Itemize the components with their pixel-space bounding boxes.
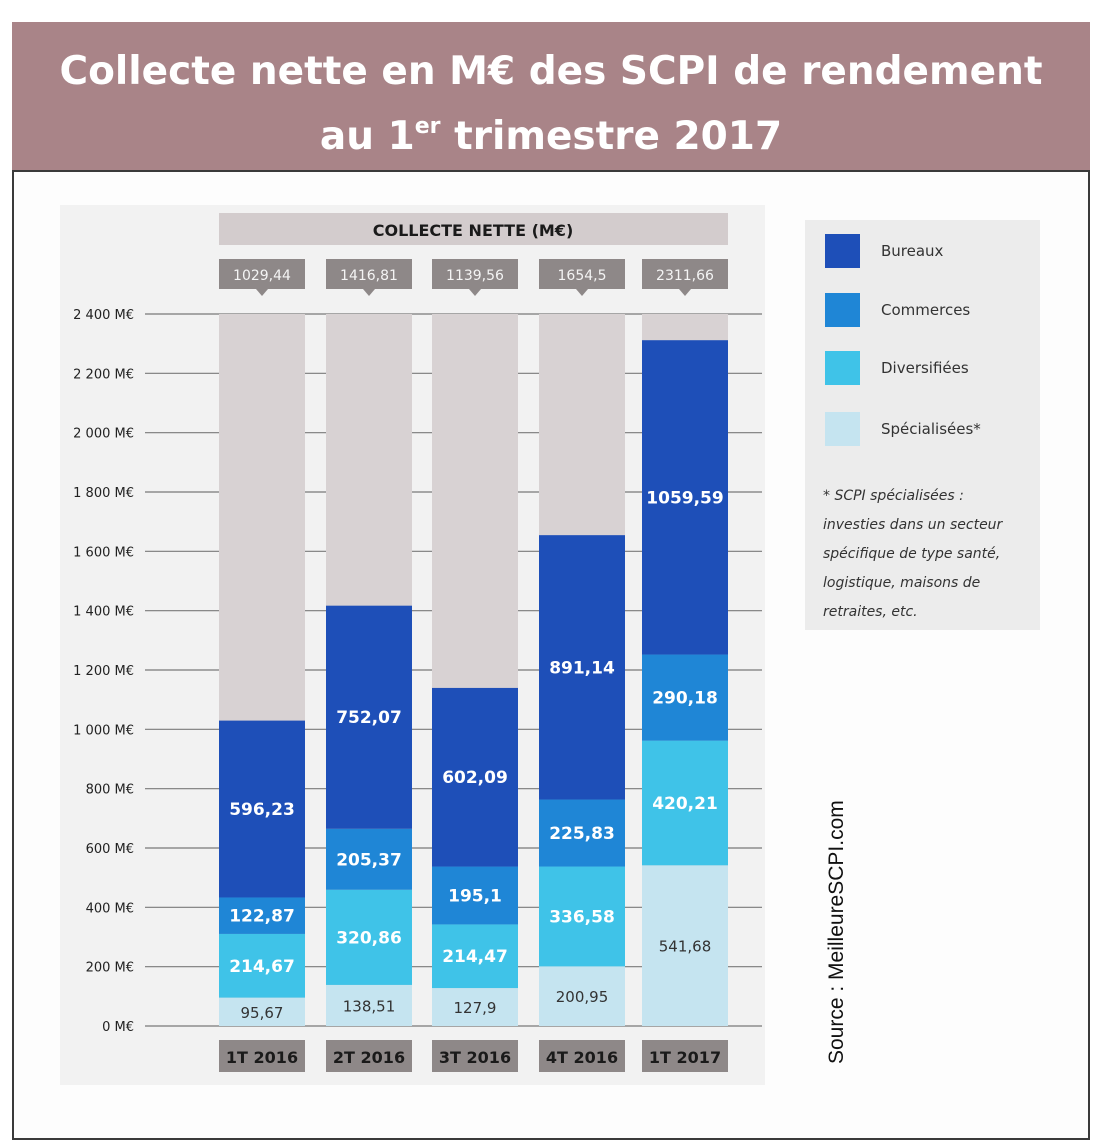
total-box-pointer <box>256 289 268 296</box>
y-tick-label: 0 M€ <box>102 1020 134 1035</box>
total-box <box>326 259 412 289</box>
y-tick-label: 800 M€ <box>86 783 134 798</box>
data-label-diversifiees: 214,47 <box>442 947 508 967</box>
x-tick-label: 1T 2016 <box>226 1048 298 1067</box>
total-box <box>539 259 625 289</box>
total-label: 1139,56 <box>446 268 504 284</box>
data-label-bureaux: 752,07 <box>336 708 402 728</box>
legend-swatch-bureaux <box>825 234 860 268</box>
chart-header-title: COLLECTE NETTE (M€) <box>373 221 574 240</box>
bar-segment-commerces <box>432 866 518 925</box>
total-label: 1029,44 <box>233 268 291 284</box>
bar-segment-specialisees <box>219 997 305 1026</box>
legend-label-commerces: Commerces <box>881 301 971 319</box>
y-tick-label: 2 000 M€ <box>73 427 134 442</box>
bar-segment-diversifiees <box>432 924 518 989</box>
chart-title-banner: Collecte nette en M€ des SCPI de rendeme… <box>12 22 1090 172</box>
data-label-diversifiees: 336,58 <box>549 907 615 927</box>
bar-segment-bureaux <box>539 535 625 800</box>
y-tick-label: 1 600 M€ <box>73 545 134 560</box>
total-box-pointer <box>469 289 481 296</box>
bar-segment-specialisees <box>432 988 518 1026</box>
bar-segment-diversifiees <box>326 889 412 985</box>
y-tick-label: 200 M€ <box>86 961 134 976</box>
data-label-diversifiees: 214,67 <box>229 957 295 977</box>
y-tick-label: 1 000 M€ <box>73 723 134 738</box>
data-label-bureaux: 1059,59 <box>646 488 723 508</box>
legend-swatch-specialisees <box>825 412 860 446</box>
legend-swatch-commerces <box>825 293 860 327</box>
y-tick-label: 2 400 M€ <box>73 308 134 323</box>
total-box-pointer <box>363 289 375 296</box>
x-tick-label: 3T 2016 <box>439 1048 511 1067</box>
data-label-commerces: 195,1 <box>448 886 502 906</box>
data-label-commerces: 290,18 <box>652 689 718 709</box>
bar-segment-commerces <box>219 897 305 934</box>
total-label: 1654,5 <box>558 268 607 284</box>
category-box <box>539 1040 625 1072</box>
legend-label-diversifiees: Diversifiées <box>881 359 969 377</box>
title-line-1: Collecte nette en M€ des SCPI de rendeme… <box>59 49 1043 94</box>
bar-segment-specialisees <box>539 966 625 1026</box>
legend-footnote: * SCPI spécialisées : investies dans un … <box>823 488 1003 620</box>
y-tick-label: 1 200 M€ <box>73 664 134 679</box>
total-box <box>432 259 518 289</box>
category-box <box>432 1040 518 1072</box>
data-label-commerces: 122,87 <box>229 907 295 927</box>
title-line-2: au 1er trimestre 2017 <box>12 99 1090 164</box>
data-label-bureaux: 891,14 <box>549 658 615 678</box>
y-tick-label: 2 200 M€ <box>73 367 134 382</box>
bar-segment-commerces <box>539 799 625 867</box>
legend-label-specialisees: Spécialisées* <box>881 420 981 438</box>
data-label-specialisees: 138,51 <box>343 997 396 1015</box>
bar-segment-diversifiees <box>219 933 305 998</box>
bar-segment-specialisees <box>642 865 728 1026</box>
title-superscript: er <box>414 114 441 139</box>
total-box <box>219 259 305 289</box>
y-tick-label: 600 M€ <box>86 842 134 857</box>
legend: Bureaux Commerces Diversifiées Spécialis… <box>805 220 1040 630</box>
bar-segment-commerces <box>326 828 412 890</box>
data-label-commerces: 225,83 <box>549 824 615 844</box>
data-label-specialisees: 95,67 <box>241 1004 284 1022</box>
total-label: 2311,66 <box>656 268 714 284</box>
bar-segment-commerces <box>642 654 728 741</box>
legend-swatch-diversifiees <box>825 351 860 385</box>
bar-segment-specialisees <box>326 984 412 1026</box>
legend-label-bureaux: Bureaux <box>881 242 944 260</box>
bar-segment-diversifiees <box>539 866 625 967</box>
x-tick-label: 2T 2016 <box>333 1048 405 1067</box>
category-box <box>326 1040 412 1072</box>
x-tick-label: 4T 2016 <box>546 1048 618 1067</box>
category-box <box>219 1040 305 1072</box>
title-line-2-end: trimestre 2017 <box>440 114 783 159</box>
total-box-pointer <box>679 289 691 296</box>
x-tick-label: 1T 2017 <box>649 1048 721 1067</box>
source-credit: Source : MeilleureSCPI.com <box>825 800 848 1064</box>
data-label-diversifiees: 320,86 <box>336 928 402 948</box>
chart-header-box <box>219 213 728 245</box>
total-box-pointer <box>576 289 588 296</box>
bar-segment-bureaux <box>642 340 728 655</box>
bar-segment-diversifiees <box>642 740 728 866</box>
total-label: 1416,81 <box>340 268 398 284</box>
total-box <box>642 259 728 289</box>
y-tick-label: 400 M€ <box>86 901 134 916</box>
data-label-diversifiees: 420,21 <box>652 794 718 814</box>
y-tick-label: 1 800 M€ <box>73 486 134 501</box>
bar-segment-bureaux <box>219 720 305 898</box>
data-label-specialisees: 127,9 <box>454 999 497 1017</box>
y-tick-label: 1 400 M€ <box>73 605 134 620</box>
data-label-commerces: 205,37 <box>336 850 402 870</box>
data-label-specialisees: 200,95 <box>556 988 609 1006</box>
title-line-2-start: au 1 <box>319 114 415 159</box>
bar-segment-bureaux <box>432 687 518 867</box>
category-box <box>642 1040 728 1072</box>
data-label-bureaux: 596,23 <box>229 800 295 820</box>
bar-segment-bureaux <box>326 605 412 829</box>
data-label-specialisees: 541,68 <box>659 938 712 956</box>
data-label-bureaux: 602,09 <box>442 768 508 788</box>
